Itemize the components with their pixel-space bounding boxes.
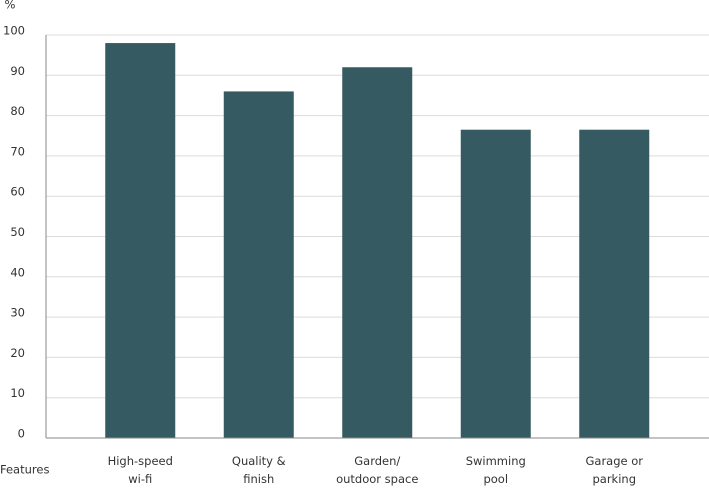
bar xyxy=(105,43,176,439)
y-tick-label: 50 xyxy=(10,225,25,239)
y-tick-label: 20 xyxy=(10,346,25,360)
y-axis-label: % xyxy=(5,0,16,12)
y-tick-label: 60 xyxy=(10,185,25,199)
x-tick-label: Garage or parking xyxy=(585,454,644,486)
x-tick-label: High-speed wi-fi xyxy=(107,454,173,486)
x-tick-label: Swimming pool xyxy=(465,454,526,486)
bar xyxy=(223,91,294,439)
x-axis-label: Features xyxy=(0,463,49,477)
y-tick-label: 80 xyxy=(10,104,25,118)
y-tick-label: 90 xyxy=(10,64,25,78)
y-tick-label: 70 xyxy=(10,144,25,158)
x-tick-label: Garden/ outdoor space xyxy=(336,454,419,486)
y-tick-label: 0 xyxy=(18,427,25,441)
bar xyxy=(460,129,531,438)
bar xyxy=(579,129,650,438)
bar xyxy=(342,67,413,439)
y-tick-label: 10 xyxy=(10,386,25,400)
x-tick-label: Quality & finish xyxy=(231,454,286,486)
y-tick-label: 40 xyxy=(10,265,25,279)
y-tick-label: 100 xyxy=(3,24,25,38)
y-tick-label: 30 xyxy=(10,306,25,320)
